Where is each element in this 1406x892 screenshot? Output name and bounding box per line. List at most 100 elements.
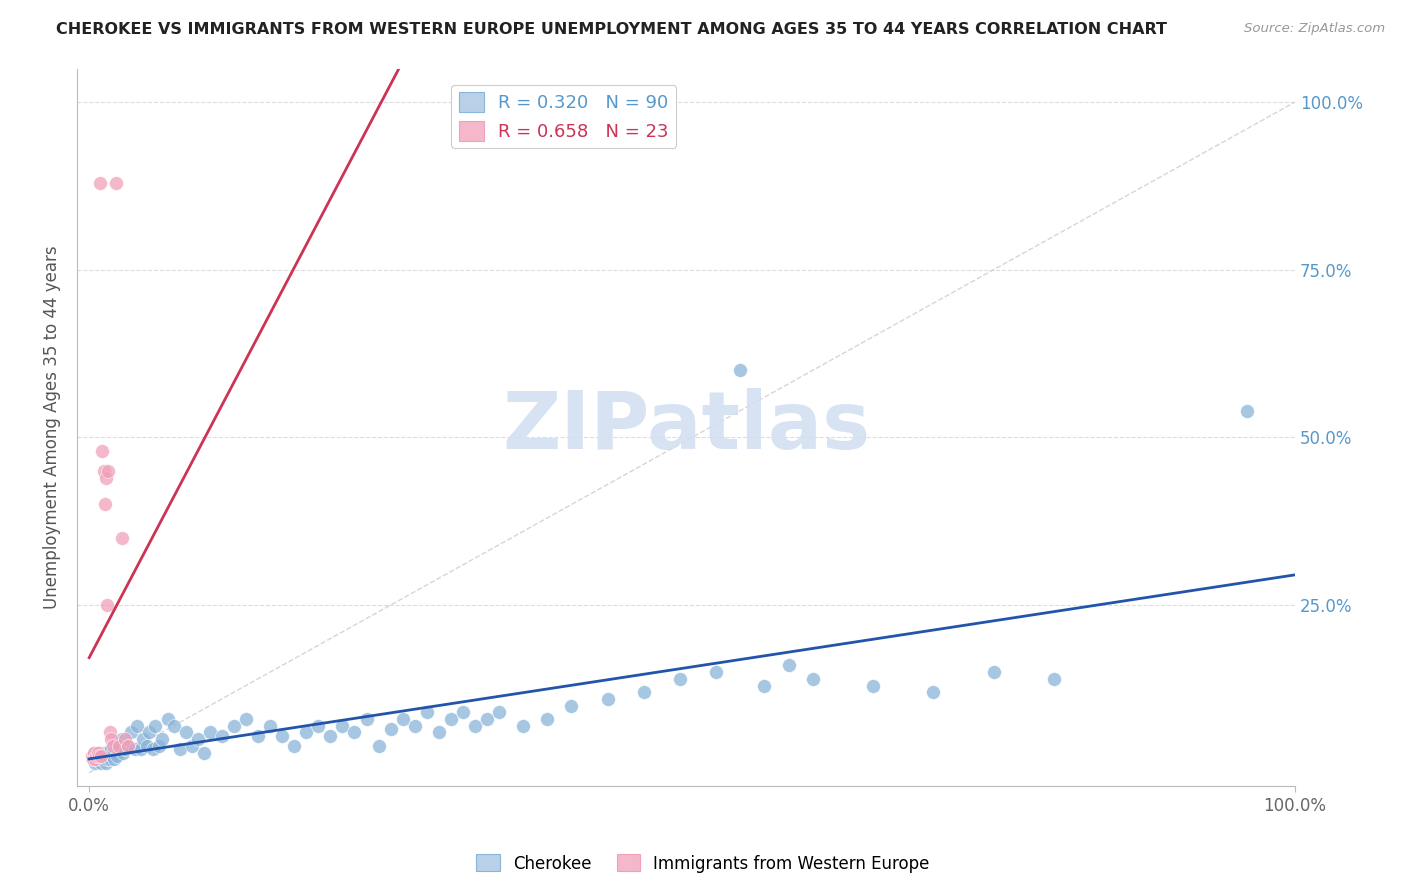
Point <box>138 725 160 739</box>
Point <box>512 719 534 733</box>
Point <box>97 464 120 478</box>
Point <box>283 739 305 753</box>
Point <box>356 712 378 726</box>
Point <box>117 739 139 753</box>
Point <box>142 742 165 756</box>
Point <box>259 719 281 733</box>
Point <box>96 746 118 760</box>
Point <box>271 729 294 743</box>
Point <box>80 748 103 763</box>
Point <box>922 685 945 699</box>
Point <box>560 698 582 713</box>
Point <box>91 752 114 766</box>
Point <box>87 748 110 763</box>
Point <box>801 672 824 686</box>
Point <box>103 752 125 766</box>
Point <box>132 732 155 747</box>
Point <box>87 748 110 763</box>
Point <box>1043 672 1066 686</box>
Point <box>983 665 1005 680</box>
Point <box>475 712 498 726</box>
Point <box>124 742 146 756</box>
Point <box>704 665 727 680</box>
Point <box>111 531 134 545</box>
Point <box>94 470 117 484</box>
Point <box>416 706 439 720</box>
Point <box>101 748 124 763</box>
Point <box>83 746 105 760</box>
Point <box>86 746 108 760</box>
Point <box>98 725 121 739</box>
Point <box>198 725 221 739</box>
Point <box>162 719 184 733</box>
Point <box>103 746 125 760</box>
Point <box>108 739 131 753</box>
Point <box>98 752 121 766</box>
Legend: R = 0.320   N = 90, R = 0.658   N = 23: R = 0.320 N = 90, R = 0.658 N = 23 <box>451 85 676 148</box>
Point <box>332 719 354 733</box>
Point <box>367 739 389 753</box>
Point <box>94 498 117 512</box>
Point <box>1236 403 1258 417</box>
Point <box>84 756 107 770</box>
Point <box>94 748 117 763</box>
Point <box>114 732 136 747</box>
Y-axis label: Unemployment Among Ages 35 to 44 years: Unemployment Among Ages 35 to 44 years <box>44 245 60 609</box>
Point <box>91 443 114 458</box>
Point <box>100 742 122 756</box>
Point <box>235 712 257 726</box>
Point <box>111 732 134 747</box>
Point <box>86 752 108 766</box>
Point <box>117 739 139 753</box>
Point <box>148 739 170 753</box>
Point <box>93 752 115 766</box>
Point <box>211 729 233 743</box>
Point <box>93 464 115 478</box>
Point <box>136 739 159 753</box>
Point <box>97 748 120 763</box>
Point <box>754 679 776 693</box>
Point <box>295 725 318 739</box>
Point <box>86 746 108 760</box>
Point <box>84 748 107 763</box>
Point <box>104 739 127 753</box>
Point <box>404 719 426 733</box>
Point <box>100 732 122 747</box>
Point <box>596 692 619 706</box>
Point <box>104 176 127 190</box>
Point <box>94 756 117 770</box>
Point <box>86 748 108 763</box>
Point <box>87 752 110 766</box>
Point <box>307 719 329 733</box>
Point <box>536 712 558 726</box>
Point <box>89 176 111 190</box>
Point <box>222 719 245 733</box>
Point <box>111 746 134 760</box>
Point <box>193 746 215 760</box>
Point <box>391 712 413 726</box>
Point <box>96 752 118 766</box>
Point <box>150 732 173 747</box>
Point <box>156 712 179 726</box>
Text: Source: ZipAtlas.com: Source: ZipAtlas.com <box>1244 22 1385 36</box>
Point <box>380 722 402 736</box>
Point <box>90 756 112 770</box>
Point <box>89 746 111 760</box>
Point <box>145 719 167 733</box>
Point <box>114 742 136 756</box>
Text: CHEROKEE VS IMMIGRANTS FROM WESTERN EUROPE UNEMPLOYMENT AMONG AGES 35 TO 44 YEAR: CHEROKEE VS IMMIGRANTS FROM WESTERN EURO… <box>56 22 1167 37</box>
Point <box>82 752 104 766</box>
Point <box>464 719 486 733</box>
Point <box>108 742 131 756</box>
Point <box>488 706 510 720</box>
Point <box>187 732 209 747</box>
Point <box>669 672 692 686</box>
Text: ZIPatlas: ZIPatlas <box>502 388 870 467</box>
Point <box>127 719 149 733</box>
Point <box>862 679 884 693</box>
Point <box>96 598 118 612</box>
Point <box>84 752 107 766</box>
Point <box>105 748 128 763</box>
Point <box>93 746 115 760</box>
Point <box>169 742 191 756</box>
